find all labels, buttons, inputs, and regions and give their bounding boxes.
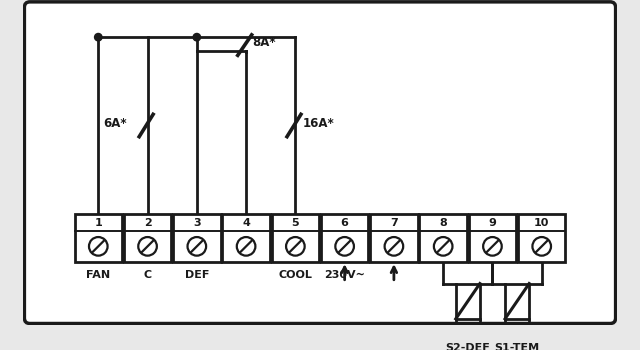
Circle shape xyxy=(483,237,502,256)
Bar xyxy=(271,214,319,262)
Bar xyxy=(370,214,418,262)
Bar xyxy=(505,284,529,319)
Bar xyxy=(468,214,516,262)
Circle shape xyxy=(434,237,452,256)
Text: FAN: FAN xyxy=(86,270,110,280)
Bar xyxy=(173,214,221,262)
Text: S2-DEF: S2-DEF xyxy=(445,343,490,350)
Circle shape xyxy=(286,237,305,256)
Circle shape xyxy=(335,237,354,256)
Bar xyxy=(75,214,122,262)
Text: 230V~: 230V~ xyxy=(324,270,365,280)
Circle shape xyxy=(489,335,496,342)
Circle shape xyxy=(89,237,108,256)
Text: 6: 6 xyxy=(340,218,349,228)
Text: 2: 2 xyxy=(143,218,152,228)
Text: 10: 10 xyxy=(534,218,549,228)
Text: 8A*: 8A* xyxy=(253,36,276,49)
Text: 1: 1 xyxy=(95,218,102,228)
Text: COOL: COOL xyxy=(278,270,312,280)
Circle shape xyxy=(193,34,200,41)
Circle shape xyxy=(385,237,403,256)
Circle shape xyxy=(532,237,551,256)
Circle shape xyxy=(237,237,255,256)
Circle shape xyxy=(188,237,206,256)
Circle shape xyxy=(95,34,102,41)
Text: 6A*: 6A* xyxy=(104,117,127,130)
Text: S1-TEM: S1-TEM xyxy=(495,343,540,350)
Circle shape xyxy=(138,237,157,256)
Text: DEF: DEF xyxy=(184,270,209,280)
Text: 8: 8 xyxy=(439,218,447,228)
Text: 3: 3 xyxy=(193,218,200,228)
Bar xyxy=(518,214,565,262)
Text: 4: 4 xyxy=(242,218,250,228)
Bar xyxy=(124,214,172,262)
Text: C: C xyxy=(143,270,152,280)
Bar xyxy=(321,214,369,262)
Text: 16A*: 16A* xyxy=(303,117,335,130)
Bar xyxy=(419,214,467,262)
Text: 9: 9 xyxy=(488,218,497,228)
Bar xyxy=(222,214,270,262)
Bar xyxy=(456,284,480,319)
Text: 7: 7 xyxy=(390,218,398,228)
FancyBboxPatch shape xyxy=(24,2,616,323)
Text: 5: 5 xyxy=(292,218,299,228)
